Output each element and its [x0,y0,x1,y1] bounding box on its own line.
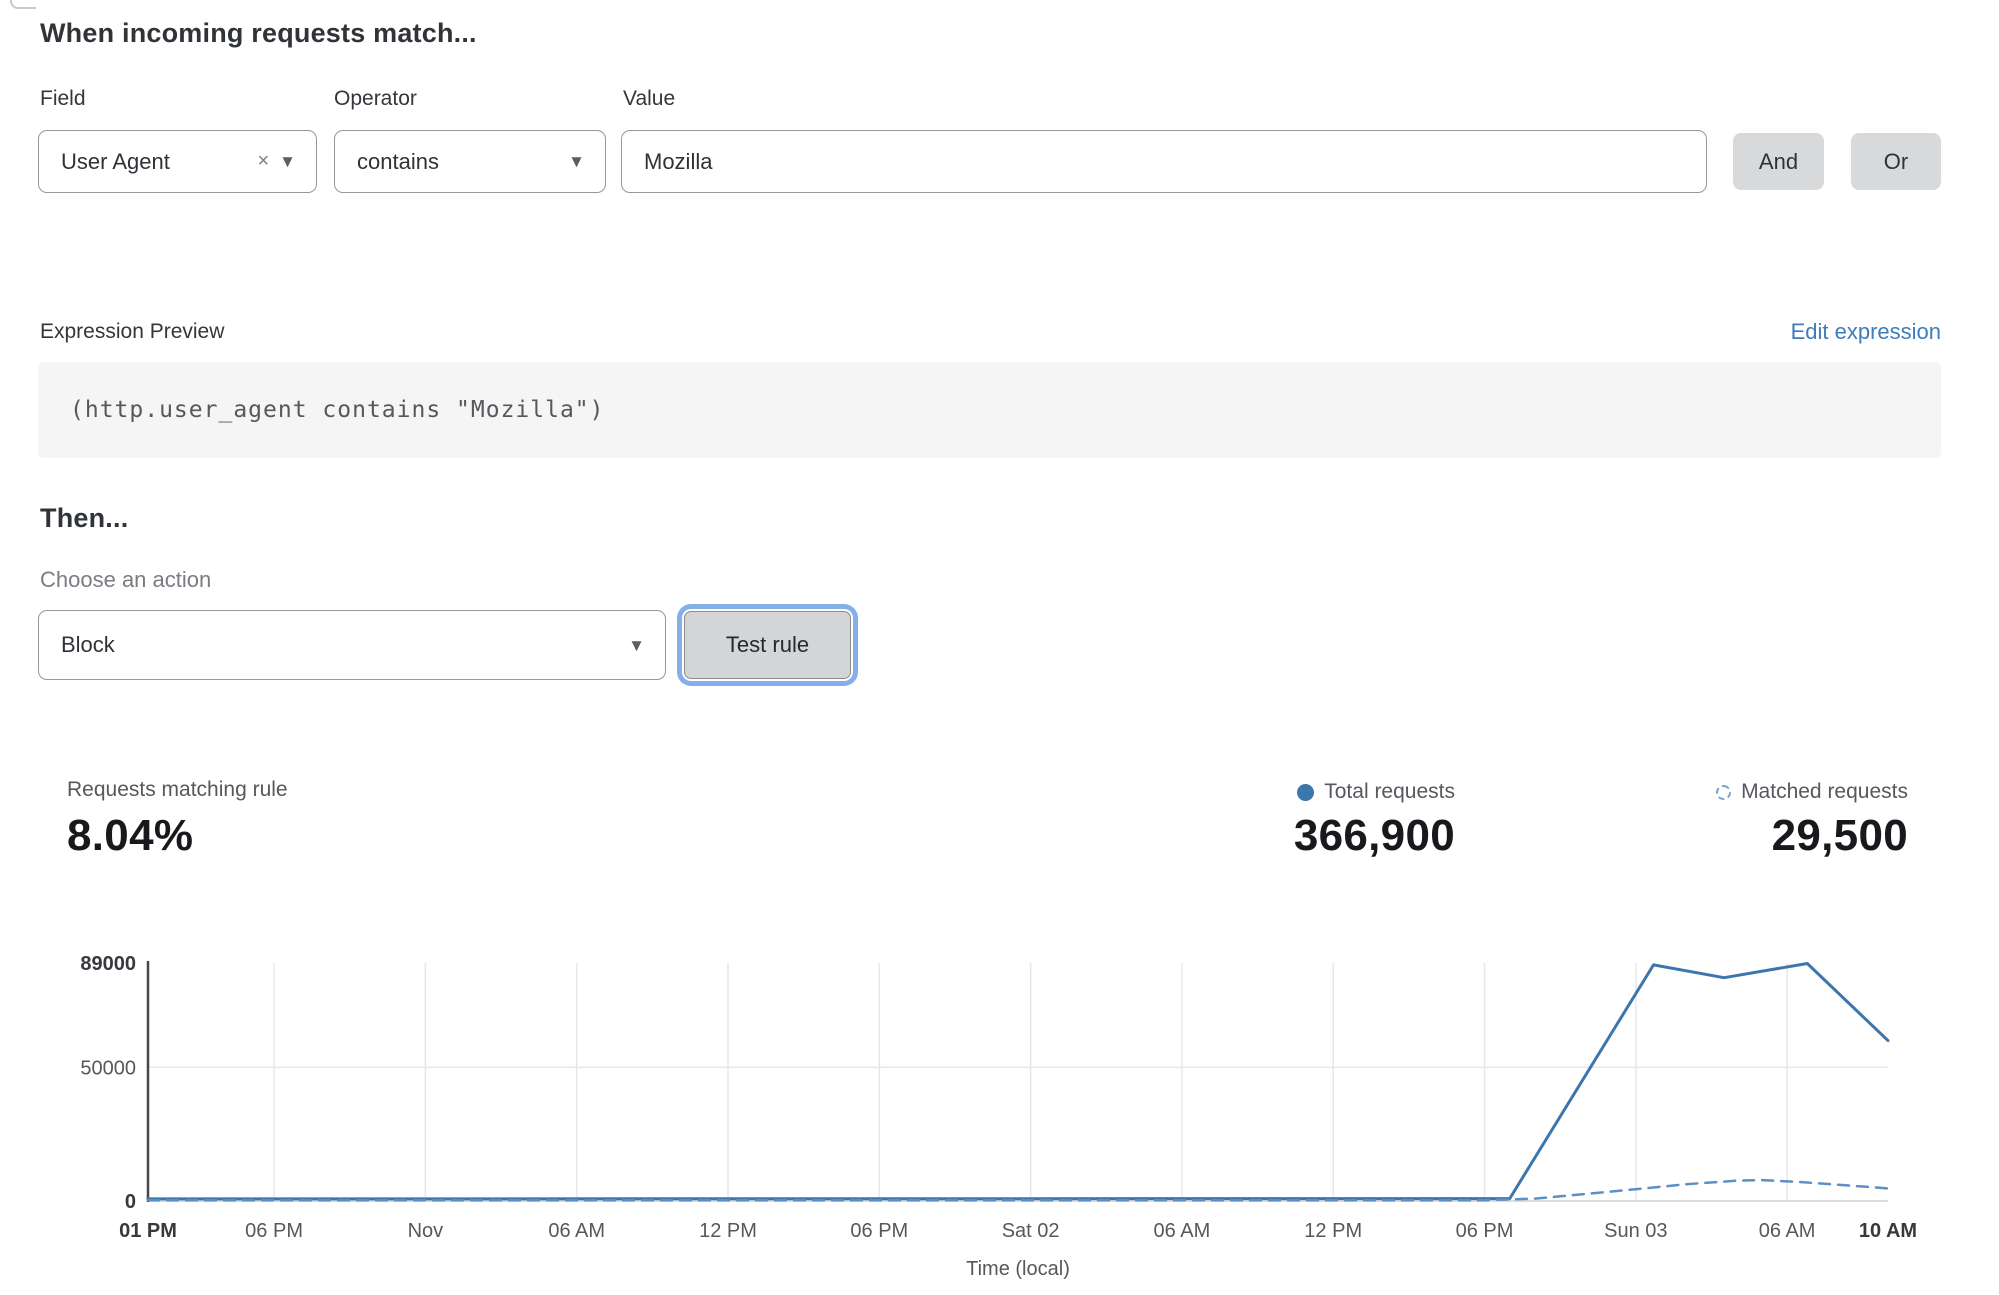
edit-expression-link[interactable]: Edit expression [1790,319,1941,344]
x-tick-label: 01 PM [119,1220,177,1242]
then-section-title: Then... [40,503,129,533]
clear-field-icon[interactable]: × [257,150,270,172]
choose-action-label: Choose an action [40,567,212,592]
x-tick-label: 06 AM [1154,1220,1211,1242]
match-section-title: When incoming requests match... [40,18,477,48]
x-tick-label: 12 PM [1304,1220,1362,1242]
or-button[interactable]: Or [1851,133,1941,190]
total-requests-value: 366,900 [1293,811,1455,860]
chevron-down-icon: ▼ [279,152,296,171]
x-tick-label: Sun 03 [1604,1220,1667,1242]
x-tick-label: 06 AM [1759,1220,1816,1242]
x-tick-label: 10 AM [1859,1220,1917,1242]
matched-requests-stat: Matched requests 29,500 [1716,780,1908,861]
y-tick-label: 50000 [80,1057,136,1079]
value-label: Value [623,87,676,110]
y-tick-label: 89000 [80,953,136,975]
and-button[interactable]: And [1733,133,1824,190]
total-requests-label: Total requests [1324,780,1455,803]
x-tick-label: 06 PM [850,1220,908,1242]
field-select-value: User Agent [61,148,170,174]
matched-requests-value: 29,500 [1771,811,1908,860]
expression-code-block: (http.user_agent contains "Mozilla") [38,362,1941,458]
requests-matching-value: 8.04% [67,811,194,860]
chevron-down-icon: ▼ [628,635,645,655]
test-rule-button[interactable]: Test rule [684,611,851,679]
expression-preview-label: Expression Preview [40,320,225,343]
action-select[interactable]: Block ▼ [38,610,666,680]
x-tick-label: 06 PM [245,1220,303,1242]
total-requests-line [146,962,1890,1201]
solid-dot-legend-icon [1297,783,1315,801]
matched-requests-label: Matched requests [1741,780,1908,803]
matched-requests-legend[interactable]: Matched requests [1716,780,1908,804]
operator-select-value: contains [357,148,439,174]
x-tick-label: 06 AM [548,1220,605,1242]
matched-requests-line [146,1178,1890,1202]
x-axis-title: Time (local) [966,1258,1070,1280]
total-requests-legend[interactable]: Total requests [1294,780,1455,804]
expression-code: (http.user_agent contains "Mozilla") [70,397,605,423]
x-tick-label: 12 PM [699,1220,757,1242]
x-tick-label: Sat 02 [1002,1220,1060,1242]
total-requests-stat: Total requests 366,900 [1294,780,1455,861]
dashed-circle-legend-icon [1716,784,1732,800]
card-corner-decoration [10,0,36,9]
field-select[interactable]: User Agent × ▼ [38,130,317,193]
operator-label: Operator [334,87,417,110]
x-tick-label: 06 PM [1456,1220,1514,1242]
value-input[interactable] [621,130,1707,193]
operator-select[interactable]: contains ▼ [334,130,606,193]
requests-matching-stat: Requests matching rule 8.04% [67,778,288,861]
chevron-down-icon: ▼ [568,152,585,171]
y-tick-label: 0 [125,1191,136,1213]
action-select-value: Block [61,632,115,657]
requests-matching-label: Requests matching rule [67,778,288,801]
x-tick-label: Nov [408,1220,444,1242]
field-label: Field [40,87,86,110]
